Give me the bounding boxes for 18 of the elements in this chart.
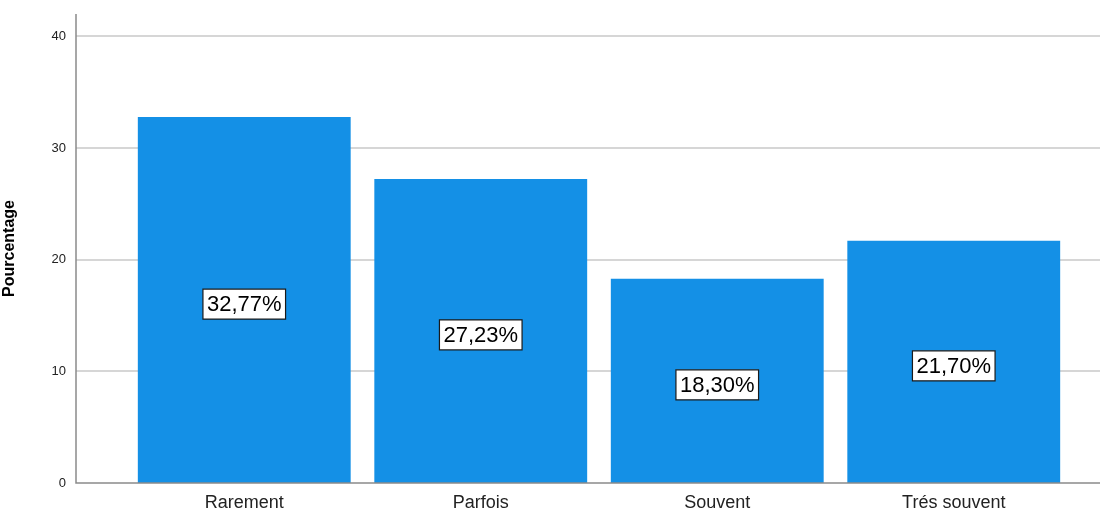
data-label: 18,30%	[679, 371, 755, 397]
y-axis-title: Pourcentage	[0, 199, 18, 297]
bar	[374, 178, 588, 483]
bar	[847, 240, 1061, 483]
y-tick-label: 20	[51, 251, 66, 267]
y-tick-label: 40	[51, 27, 66, 43]
bar	[137, 117, 351, 483]
x-tick-label: Parfois	[452, 491, 509, 510]
data-label: 21,70%	[916, 352, 992, 378]
x-tick-label: Souvent	[684, 491, 751, 510]
y-tick-label: 0	[58, 474, 66, 490]
y-tick-label: 30	[51, 139, 66, 155]
y-tick-label: 10	[51, 362, 66, 378]
data-label: 32,77%	[206, 291, 282, 317]
data-label: 27,23%	[443, 322, 519, 348]
x-tick-label: Rarement	[204, 491, 284, 510]
bar	[610, 278, 824, 483]
x-tick-label: Trés souvent	[902, 491, 1006, 510]
